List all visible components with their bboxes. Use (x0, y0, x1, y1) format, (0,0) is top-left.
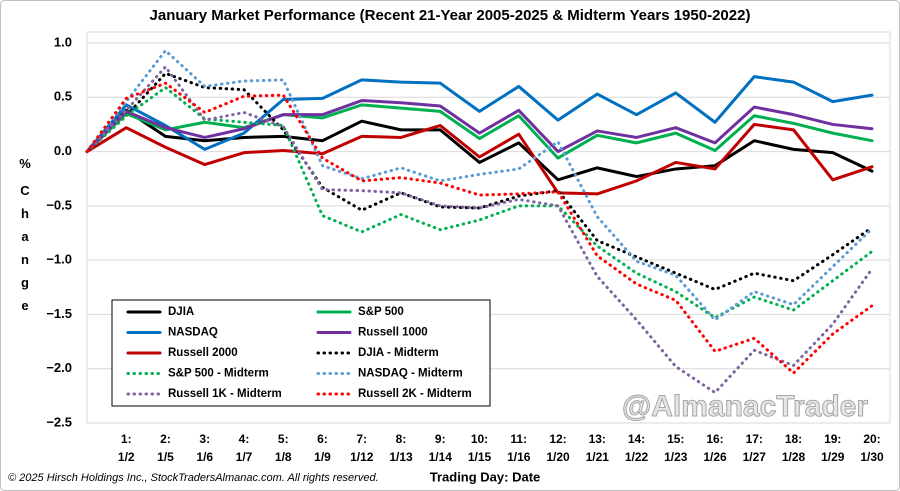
watermark: @AlmanacTrader (622, 390, 868, 423)
series-line (85, 99, 874, 154)
y-tick-label: 0.0 (54, 143, 72, 158)
x-tick-label: 5: 1/8 (275, 432, 292, 464)
y-tick-label: −2.5 (46, 414, 72, 429)
x-tick-label: 9: 1/14 (429, 432, 453, 464)
series-line (85, 65, 874, 395)
y-tick-label: 0.5 (54, 89, 72, 104)
x-tick-label: 19: 1/29 (821, 432, 845, 464)
series-line (85, 103, 874, 160)
legend-label: S&P 500 - Midterm (168, 368, 269, 380)
legend-label: NASDAQ (168, 327, 218, 339)
x-tick-label: 18: 1/28 (782, 432, 806, 464)
x-tick-label: 15: 1/23 (664, 432, 688, 464)
x-tick-label: 13: 1/21 (586, 432, 610, 464)
x-tick-label: 1: 1/2 (118, 432, 135, 464)
x-tick-label: 8: 1/13 (389, 432, 413, 464)
legend-label: DJIA - Midterm (358, 347, 439, 359)
x-tick-label: 3: 1/6 (196, 432, 213, 464)
x-tick-label: 12: 1/20 (546, 432, 570, 464)
y-tick-label: −1.0 (46, 252, 72, 267)
legend-box (111, 299, 491, 407)
y-tick-label: −2.0 (46, 360, 72, 375)
legend-label: S&P 500 (358, 306, 404, 318)
legend-label: Russell 2000 (168, 347, 238, 359)
x-axis-label: Trading Day: Date (430, 469, 541, 484)
x-tick-label: 17: 1/27 (743, 432, 767, 464)
x-tick-label: 6: 1/9 (314, 432, 331, 464)
series-line (85, 81, 874, 375)
y-tick-label: 1.0 (54, 34, 72, 49)
x-tick-label: 10: 1/15 (468, 432, 492, 464)
chart-title: January Market Performance (Recent 21-Ye… (150, 7, 751, 24)
legend-label: Russell 1000 (358, 327, 428, 339)
x-tick-label: 16: 1/26 (703, 432, 727, 464)
legend: DJIA S&P 500 NASDAQ Russell 1000 Russell 200… (111, 299, 491, 407)
legend-label: NASDAQ - Midterm (358, 368, 463, 380)
x-tick-label: 20: 1/30 (860, 432, 884, 464)
series-line (85, 122, 874, 196)
series-line (85, 108, 874, 182)
y-tick-label: −0.5 (46, 197, 72, 212)
legend-label: Russell 1K - Midterm (168, 388, 282, 400)
x-tick-label: 14: 1/22 (625, 432, 649, 464)
legend-label: DJIA (168, 306, 194, 318)
x-tick-label: 11: 1/16 (507, 432, 531, 464)
footnote: © 2025 Hirsch Holdings Inc., StockTrader… (8, 472, 379, 484)
series-line (85, 75, 874, 154)
x-tick-label: 4: 1/7 (236, 432, 253, 464)
y-tick-label: −1.5 (46, 306, 72, 321)
series-line (85, 49, 874, 322)
legend-label: Russell 2K - Midterm (358, 388, 472, 400)
x-tick-label: 7: 1/12 (350, 432, 374, 464)
series-line (85, 86, 874, 320)
x-tick-label: 2: 1/5 (157, 432, 174, 464)
